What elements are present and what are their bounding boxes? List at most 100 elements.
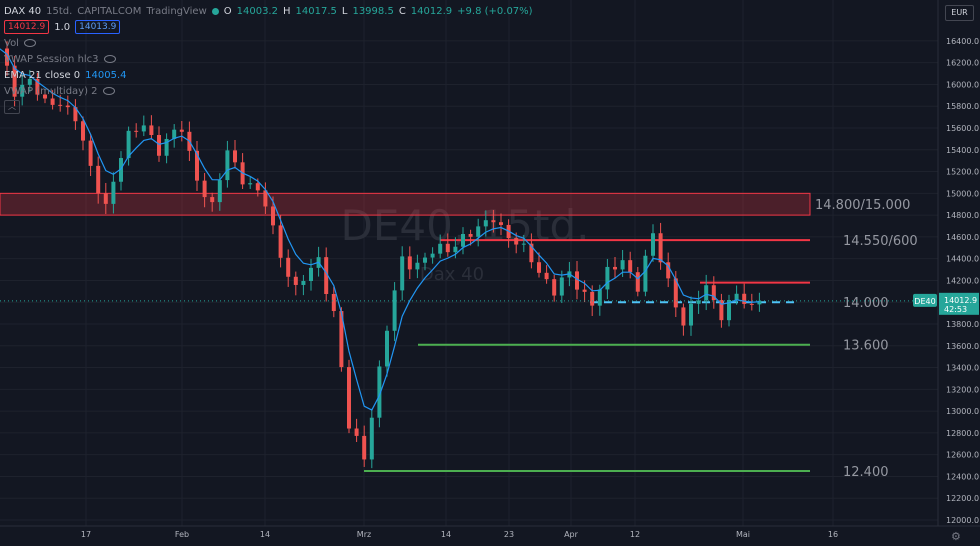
candle-body [529, 243, 534, 263]
indicator-label: VWAP Session hlc3 [4, 53, 99, 65]
candle-body [149, 125, 154, 136]
candle-body [263, 190, 268, 207]
candle-body [613, 266, 617, 270]
candle-body [681, 307, 686, 326]
y-tick-label: 14800.0 [946, 211, 979, 220]
y-tick-label: 12000.0 [946, 516, 979, 525]
indicator-ema[interactable]: EMA 21 close 0 14005.4 [4, 67, 533, 83]
y-tick-label: 15200.0 [946, 168, 979, 177]
candle-body [20, 84, 25, 97]
indicator-vwap-multiday[interactable]: VWAP (multiday) 2 [4, 83, 533, 99]
resistance-zone [0, 192, 811, 216]
candle-body [704, 285, 709, 301]
symbol-tag [913, 293, 937, 307]
candle-body [552, 279, 557, 296]
ohlc-o-label: O [223, 5, 232, 17]
candle-body [248, 183, 253, 185]
candle-body [73, 107, 78, 122]
ohlc-close: 14012.9 [410, 5, 453, 17]
level-label: 13.600 [843, 339, 889, 354]
candle-body [483, 220, 488, 227]
sell-button[interactable]: 14012.9 [4, 20, 50, 34]
indicator-vol[interactable]: Vol [4, 35, 533, 51]
candle-body [423, 257, 427, 263]
candle-body [582, 289, 587, 292]
candle-body [27, 78, 32, 85]
watermark-name: Dax 40 [420, 264, 484, 285]
candle-body [385, 330, 389, 367]
x-tick-label: Feb [175, 530, 189, 539]
candle-body [255, 183, 260, 191]
spread-value: 1.0 [54, 21, 71, 33]
x-tick-label: 16 [828, 530, 838, 539]
eye-icon[interactable] [102, 87, 115, 95]
candle-body [651, 233, 655, 256]
candle-body [119, 158, 123, 182]
last-price-badge: DE40 14012.942:53 [0, 292, 979, 315]
candle-body [559, 277, 564, 296]
candle-body [407, 256, 412, 270]
candle-body [293, 276, 298, 285]
market-status-icon [211, 7, 219, 15]
y-tick-label: 14600.0 [946, 233, 979, 242]
candle-body [628, 260, 633, 273]
candle-body [696, 300, 701, 304]
candle-body [620, 260, 625, 270]
ohlc-open: 14003.2 [236, 5, 278, 17]
x-tick-label: 12 [630, 530, 640, 539]
y-tick-label: 13800.0 [946, 320, 979, 329]
y-tick-label: 13400.0 [946, 364, 979, 373]
y-tick-label: 13600.0 [946, 342, 979, 351]
y-tick-label: 15400.0 [946, 146, 979, 155]
indicator-label: Vol [4, 37, 19, 49]
collapse-legend-icon[interactable]: ︿ [4, 100, 20, 114]
candle-body [605, 266, 610, 290]
y-tick-label: 14200.0 [946, 276, 979, 285]
trade-row: 14012.9 1.0 14013.9 [4, 19, 533, 35]
eye-icon[interactable] [103, 55, 116, 63]
indicator-value: 14005.4 [85, 69, 127, 81]
indicator-label: EMA 21 close 0 [4, 69, 81, 81]
ohlc-low: 13998.5 [352, 5, 394, 17]
currency-selector[interactable]: EUR [945, 5, 974, 21]
candle-body [339, 311, 344, 368]
ohlc-l-label: L [341, 5, 348, 17]
candle-body [157, 135, 161, 156]
candle-body [233, 150, 237, 163]
y-tick-label: 15000.0 [946, 189, 979, 198]
y-tick-label: 12600.0 [946, 451, 979, 460]
candle-body [202, 180, 207, 198]
candle-body [369, 417, 374, 460]
candle-body [749, 303, 754, 305]
candle-body [134, 130, 139, 132]
y-tick-label: 15600.0 [946, 124, 979, 133]
candle-body [727, 300, 731, 321]
indicator-vwap-session[interactable]: VWAP Session hlc3 [4, 51, 533, 67]
symbol-name[interactable]: DAX 40 [4, 5, 42, 17]
candle-body [12, 65, 17, 97]
interval-label[interactable]: 15td. [46, 5, 73, 17]
candle-body [537, 262, 541, 273]
candle-body [331, 293, 336, 312]
eye-icon[interactable] [23, 39, 36, 47]
buy-button[interactable]: 14013.9 [75, 20, 121, 34]
candle-body [5, 48, 9, 66]
indicator-label: VWAP (multiday) 2 [4, 85, 98, 97]
ohlc-change: +9.8 (+0.07%) [457, 5, 533, 17]
x-tick-label: Mrz [357, 530, 371, 539]
candle-body [50, 98, 55, 105]
ohlc-h-label: H [282, 5, 291, 17]
x-tick-label: 14 [260, 530, 270, 539]
candle-body [96, 165, 101, 194]
gear-icon[interactable]: ⚙ [951, 530, 961, 543]
candle-body [590, 291, 595, 306]
candle-body [225, 150, 230, 181]
candle-body [643, 255, 648, 292]
x-tick-label: 14 [441, 530, 451, 539]
candle-body [719, 300, 724, 321]
candle-body [278, 225, 283, 258]
level-label: 12.400 [843, 465, 889, 480]
y-tick-label: 14400.0 [946, 255, 979, 264]
